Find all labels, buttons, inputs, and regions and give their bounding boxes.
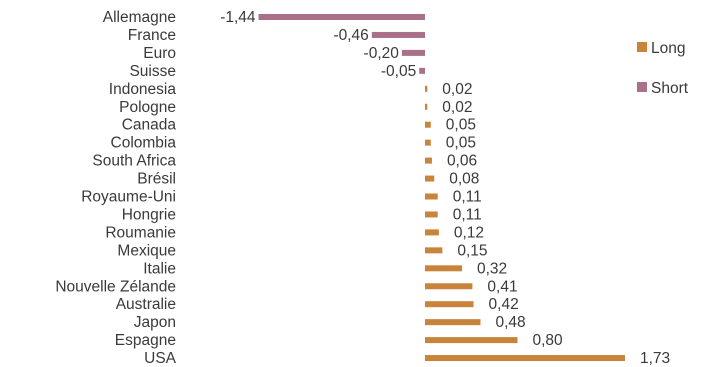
category-label-australie: Australie [116, 296, 176, 313]
bar-canada [425, 121, 431, 128]
value-label-suisse: -0,05 [381, 63, 416, 80]
bar-usa [425, 355, 625, 362]
bar-pologne [425, 103, 428, 110]
bar-euro [401, 49, 425, 56]
value-label-mexique: 0,15 [457, 242, 487, 259]
value-label-roumanie: 0,12 [454, 224, 484, 241]
category-label-nouvelle-zelande: Nouvelle Zélande [55, 278, 176, 295]
category-label-hongrie: Hongrie [122, 206, 176, 223]
bar-nouvelle-zelande [425, 283, 473, 290]
bar-australie [425, 301, 474, 308]
category-label-japon: Japon [134, 314, 176, 331]
legend: Long Short [637, 40, 689, 97]
bar-indonesia [425, 85, 428, 92]
value-label-hongrie: 0,11 [453, 206, 482, 223]
bar-hongrie [425, 211, 438, 218]
legend-label-long: Long [651, 40, 685, 57]
value-label-euro: -0,20 [364, 45, 400, 62]
value-label-australie: 0,42 [489, 296, 519, 313]
bar-south-africa [425, 157, 432, 164]
legend-label-short: Short [651, 80, 689, 97]
bar-colombia [425, 139, 431, 146]
category-label-bresil: Brésil [137, 171, 176, 188]
bar-royaume-uni [425, 193, 438, 200]
bar-france [371, 31, 425, 38]
value-label-indonesia: 0,02 [442, 81, 472, 98]
category-label-south-africa: South Africa [92, 153, 176, 170]
value-label-colombia: 0,05 [446, 135, 476, 152]
category-label-colombia: Colombia [111, 135, 177, 152]
bar-bresil [425, 175, 435, 182]
bar-espagne [425, 337, 518, 344]
value-label-south-africa: 0,06 [447, 153, 477, 170]
category-label-pologne: Pologne [119, 99, 176, 116]
bars-group [258, 14, 625, 362]
category-label-mexique: Mexique [117, 242, 176, 259]
value-label-espagne: 0,80 [532, 332, 563, 349]
category-label-allemagne: Allemagne [103, 9, 176, 26]
bar-italie [425, 265, 462, 272]
category-label-euro: Euro [143, 45, 176, 62]
value-label-japon: 0,48 [495, 314, 525, 331]
value-label-italie: 0,32 [477, 260, 507, 277]
legend-swatch-long [637, 42, 647, 52]
category-label-indonesia: Indonesia [109, 81, 177, 98]
bar-allemagne [258, 14, 425, 20]
bar-suisse [419, 67, 425, 74]
value-label-bresil: 0,08 [449, 171, 479, 188]
bar-roumanie [425, 229, 439, 236]
bar-mexique [425, 247, 443, 254]
category-label-canada: Canada [122, 117, 177, 134]
value-label-nouvelle-zelande: 0,41 [487, 278, 517, 295]
value-label-canada: 0,05 [446, 117, 476, 134]
value-label-france: -0,46 [333, 27, 368, 44]
category-label-espagne: Espagne [115, 332, 176, 349]
value-labels-group: -1,44-0,46-0,20-0,050,020,020,050,050,06… [220, 9, 670, 367]
category-label-italie: Italie [143, 260, 176, 277]
category-label-usa: USA [144, 350, 177, 367]
category-label-royaume-uni: Royaume-Uni [81, 189, 176, 206]
value-label-usa: 1,73 [640, 350, 670, 367]
value-label-pologne: 0,02 [442, 99, 472, 116]
value-label-royaume-uni: 0,11 [453, 189, 482, 206]
category-labels-group: AllemagneFranceEuroSuisseIndonesiaPologn… [55, 9, 176, 367]
category-label-suisse: Suisse [129, 63, 176, 80]
category-label-roumanie: Roumanie [105, 224, 176, 241]
bar-japon [425, 319, 481, 326]
value-label-allemagne: -1,44 [220, 9, 256, 26]
category-label-france: France [128, 27, 176, 44]
legend-swatch-short [637, 82, 647, 92]
